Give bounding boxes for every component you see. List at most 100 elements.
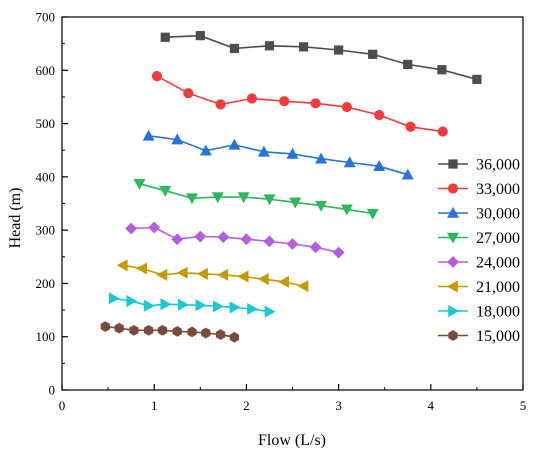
- data-point: [343, 156, 356, 168]
- data-point: [228, 138, 241, 150]
- data-point: [215, 99, 226, 110]
- y-tick-label: 100: [36, 329, 56, 344]
- data-point: [187, 326, 197, 338]
- y-tick-label: 500: [36, 116, 56, 131]
- legend: 36,000 33,000 30,000 27,000 24,000 21,000 18,0…: [438, 157, 520, 345]
- data-point: [437, 126, 448, 137]
- series-30000: [142, 129, 414, 180]
- series-18000: [108, 292, 276, 318]
- legend-label: 33,000: [476, 181, 520, 198]
- data-point: [157, 324, 168, 336]
- series-line: [156, 75, 443, 133]
- data-point: [171, 233, 184, 246]
- data-point: [156, 268, 168, 281]
- data-point: [108, 292, 120, 305]
- data-point: [403, 59, 413, 70]
- legend-marker: [447, 183, 459, 194]
- legend-item: 24,000: [438, 255, 520, 272]
- series-27000: [133, 178, 379, 220]
- y-tick-label: 400: [36, 169, 56, 184]
- x-tick-label: 5: [520, 398, 527, 413]
- y-tick-label: 200: [36, 276, 56, 291]
- legend-item: 18,000: [438, 304, 520, 321]
- data-point: [129, 324, 139, 336]
- data-point: [264, 41, 275, 51]
- data-point: [373, 160, 386, 171]
- data-point: [340, 204, 353, 216]
- data-point: [143, 299, 155, 312]
- data-point: [183, 88, 194, 99]
- data-point: [237, 270, 249, 283]
- series-21000: [116, 259, 309, 293]
- data-point: [315, 152, 328, 164]
- legend-label: 21,000: [476, 279, 520, 296]
- legend-marker: [446, 206, 460, 218]
- data-point: [263, 194, 276, 206]
- data-point: [309, 241, 322, 254]
- data-point: [315, 200, 328, 212]
- legend-item: 21,000: [438, 279, 520, 296]
- data-point: [229, 43, 240, 54]
- data-point: [126, 295, 138, 308]
- legend-marker: [448, 304, 460, 318]
- data-point: [332, 246, 345, 259]
- data-point: [341, 101, 352, 113]
- data-point: [310, 98, 321, 109]
- y-tick-label: 700: [36, 10, 56, 25]
- legend-marker: [448, 159, 458, 169]
- data-point: [217, 231, 230, 243]
- data-point: [286, 238, 299, 250]
- data-point: [159, 185, 172, 197]
- data-point: [278, 275, 290, 288]
- x-tick-label: 2: [243, 398, 250, 413]
- data-point: [264, 305, 276, 318]
- series-33000: [151, 71, 448, 137]
- data-point: [279, 96, 290, 107]
- data-point: [133, 178, 146, 190]
- data-point: [437, 65, 447, 75]
- data-point: [333, 45, 344, 55]
- data-point: [211, 192, 224, 204]
- data-point: [172, 326, 182, 337]
- data-point: [237, 192, 250, 204]
- data-point: [195, 31, 205, 41]
- data-point: [196, 267, 208, 280]
- series-line: [131, 226, 339, 254]
- x-tick-label: 1: [151, 398, 158, 413]
- legend-label: 30,000: [476, 206, 520, 223]
- y-tick-label: 300: [36, 223, 56, 238]
- legend-marker: [448, 330, 458, 341]
- x-tick-label: 0: [59, 398, 66, 413]
- data-point: [289, 197, 302, 209]
- data-point: [144, 324, 154, 336]
- y-tick-label: 0: [49, 383, 56, 398]
- data-point: [160, 32, 170, 42]
- series-line: [165, 34, 478, 81]
- legend-marker: [446, 280, 458, 293]
- data-point: [366, 208, 379, 220]
- data-point: [171, 133, 184, 145]
- data-point: [195, 299, 207, 312]
- data-point: [229, 331, 240, 343]
- series-layer: [100, 31, 482, 343]
- data-point: [199, 144, 212, 156]
- data-point: [217, 268, 229, 281]
- legend-label: 27,000: [476, 230, 520, 247]
- data-point: [401, 168, 414, 180]
- data-point: [114, 322, 124, 334]
- data-point: [116, 259, 128, 272]
- data-point: [247, 302, 259, 316]
- data-point: [160, 298, 172, 311]
- series-line: [105, 325, 235, 338]
- series-line: [122, 264, 304, 287]
- data-point: [142, 129, 155, 141]
- series-line: [148, 135, 409, 176]
- data-point: [176, 266, 188, 279]
- data-point: [297, 280, 309, 293]
- legend-item: 15,000: [438, 328, 520, 345]
- y-axis-title: Head (m): [7, 188, 24, 249]
- data-point: [405, 121, 416, 132]
- data-point: [177, 298, 189, 311]
- data-point: [185, 193, 199, 205]
